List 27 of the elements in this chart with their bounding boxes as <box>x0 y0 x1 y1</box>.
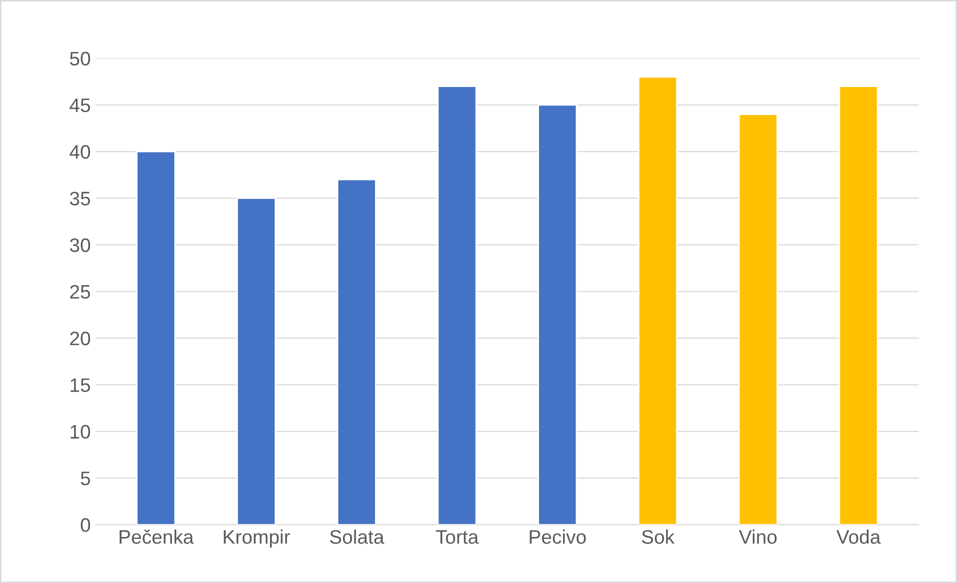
x-tick-label: Pečenka <box>120 529 194 544</box>
x-tick-label: Voda <box>836 530 881 544</box>
x-tick-label: Vino <box>738 530 777 544</box>
bar <box>136 150 176 525</box>
y-tick-label: 30 <box>70 238 90 252</box>
y-tick-label: 5 <box>80 472 90 486</box>
bar <box>336 178 376 525</box>
y-tick-label: 50 <box>70 52 90 66</box>
y-tick-label: 45 <box>70 98 90 112</box>
y-tick-label: 20 <box>70 332 90 346</box>
y-tick-label: 35 <box>70 192 90 206</box>
y-tick-label: 40 <box>70 145 90 159</box>
x-tick-label: Sok <box>642 530 675 544</box>
y-tick-label: 15 <box>70 378 90 392</box>
x-tick-label: Krompir <box>224 530 290 548</box>
x-tick-label: Solata <box>330 530 384 544</box>
bar <box>738 114 778 525</box>
bar <box>437 86 477 525</box>
bar <box>838 86 878 525</box>
bar <box>236 198 276 525</box>
x-tick-label: Pecivo <box>530 530 586 544</box>
bar <box>638 76 678 525</box>
y-tick-label: 0 <box>80 518 90 532</box>
x-tick-label: Torta <box>436 530 479 544</box>
bar <box>538 104 578 525</box>
y-tick-label: 10 <box>70 424 90 439</box>
y-tick-label: 25 <box>70 284 90 299</box>
